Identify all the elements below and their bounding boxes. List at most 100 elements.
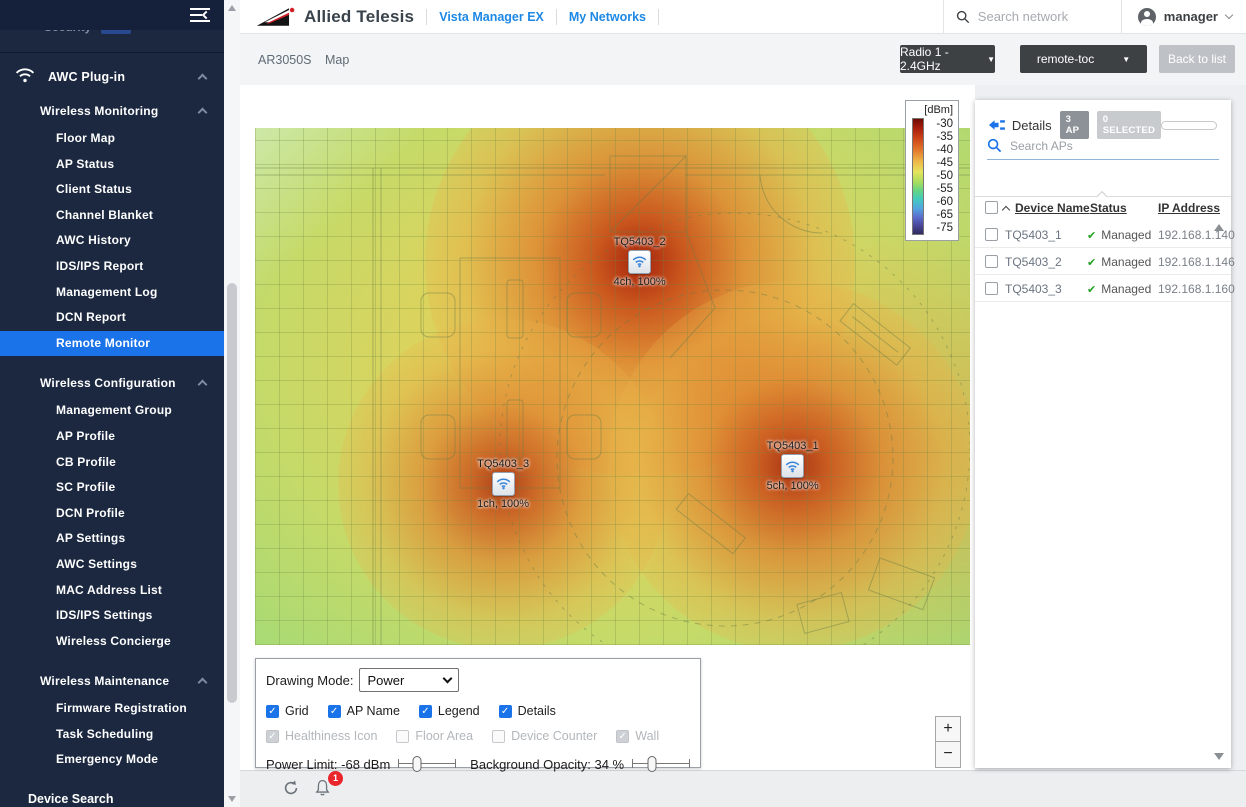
sidebar: Security AWC Plug-in Wireless Monitoring… <box>0 0 224 807</box>
background-opacity-slider[interactable] <box>632 755 690 773</box>
checkbox-box: ✓ <box>327 704 341 718</box>
sidebar-item-remote-monitor[interactable]: Remote Monitor <box>0 330 224 357</box>
row-checkbox[interactable] <box>985 228 998 241</box>
status-text: Managed <box>1101 282 1152 296</box>
sidebar-item-wireless-concierge[interactable]: Wireless Concierge <box>56 633 171 648</box>
sidebar-item-dcn-profile[interactable]: DCN Profile <box>56 505 125 520</box>
checkbox-box: ✓ <box>616 729 630 743</box>
ap-name-label: TQ5403_3 <box>477 457 530 470</box>
managed-check-icon: ✔ <box>1087 257 1097 269</box>
sidebar-item-ap-settings[interactable]: AP Settings <box>56 531 126 546</box>
sidebar-item-ids-ips-report[interactable]: IDS/IPS Report <box>56 258 144 273</box>
sidebar-collapse-icon[interactable] <box>190 8 211 22</box>
search-icon <box>956 10 969 23</box>
sidebar-item-awc-settings[interactable]: AWC Settings <box>56 556 138 571</box>
sidebar-item-awc-plugin[interactable]: AWC Plug-in <box>0 60 224 94</box>
map-dropdown[interactable]: remote-toc ▼ <box>1020 45 1147 73</box>
sidebar-item-client-status[interactable]: Client Status <box>56 182 132 197</box>
map-dropdown-value: remote-toc <box>1036 52 1095 66</box>
table-row[interactable]: TQ5403_1 ✔ Managed 192.168.1.140 <box>975 221 1235 248</box>
power-limit-slider[interactable] <box>398 755 457 773</box>
scrollbar-thumb[interactable] <box>227 283 237 703</box>
dbm-legend: [dBm] -30 -35 -40 -45 -50 -55 -60 -65 -75 <box>905 100 959 241</box>
sidebar-item-sc-profile[interactable]: SC Profile <box>56 480 116 495</box>
zoom-out-button[interactable]: − <box>935 742 961 768</box>
sidebar-item-ap-status[interactable]: AP Status <box>56 156 115 171</box>
link-vista-manager-ex[interactable]: Vista Manager EX <box>439 9 544 24</box>
heatmap[interactable]: TQ5403_2 4ch, 100% TQ5403_3 1ch, 100% TQ54… <box>255 128 970 645</box>
drawing-mode-select[interactable]: Power <box>359 668 460 692</box>
refresh-icon[interactable] <box>282 779 300 802</box>
sort-ascending-icon[interactable] <box>1001 205 1011 215</box>
sidebar-item-floor-map[interactable]: Floor Map <box>56 131 116 145</box>
sidebar-item-management-group[interactable]: Management Group <box>56 403 172 418</box>
radio-dropdown[interactable]: Radio 1 - 2.4GHz ▼ <box>900 45 995 73</box>
checkbox-grid[interactable]: ✓ Grid <box>266 704 309 718</box>
row-checkbox[interactable] <box>985 282 998 295</box>
ap-marker-tq5403-1[interactable]: TQ5403_1 5ch, 100% <box>743 440 843 492</box>
breadcrumb-device[interactable]: AR3050S <box>258 53 312 67</box>
sidebar-group-wireless-monitoring[interactable]: Wireless Monitoring <box>0 96 224 126</box>
zoom-in-button[interactable]: + <box>935 716 961 742</box>
row-checkbox[interactable] <box>985 255 998 268</box>
ap-wifi-icon[interactable] <box>781 454 805 479</box>
back-to-list-button[interactable]: Back to list <box>1159 45 1235 73</box>
sidebar-item-emergency-mode[interactable]: Emergency Mode <box>56 752 159 767</box>
sidebar-item-firmware-registration[interactable]: Firmware Registration <box>56 701 187 716</box>
select-all-checkbox[interactable] <box>985 201 998 214</box>
power-limit-slider-thumb[interactable] <box>412 756 422 772</box>
sidebar-item-awc-history[interactable]: AWC History <box>56 233 131 248</box>
selected-count-badge: 0 SELECTED <box>1096 111 1162 139</box>
sidebar-item-device-search[interactable]: Device Search <box>28 792 114 807</box>
sidebar-item-channel-blanket[interactable]: Channel Blanket <box>56 207 154 222</box>
legend-tick: -75 <box>936 222 953 234</box>
chevron-up-icon <box>197 107 208 118</box>
checkbox-box <box>492 729 506 743</box>
ip-address-cell: 192.168.1.160 <box>1158 282 1235 296</box>
search-aps-input[interactable] <box>1010 138 1190 153</box>
sidebar-item-management-log[interactable]: Management Log <box>56 284 158 299</box>
column-header-device-name[interactable]: Device Name <box>1015 201 1090 215</box>
sidebar-item-dcn-report[interactable]: DCN Report <box>56 310 126 325</box>
scroll-up-icon[interactable] <box>228 5 236 11</box>
ap-marker-tq5403-2[interactable]: TQ5403_2 4ch, 100% <box>590 236 690 288</box>
checkbox-box: ✓ <box>266 704 279 718</box>
notification-bell-icon[interactable] <box>314 779 331 802</box>
ap-wifi-icon[interactable] <box>491 471 515 496</box>
ap-marker-tq5403-3[interactable]: TQ5403_3 1ch, 100% <box>453 458 553 510</box>
sidebar-group-wireless-maintenance[interactable]: Wireless Maintenance <box>0 666 224 696</box>
legend-tick: -50 <box>936 170 953 182</box>
scroll-down-icon[interactable] <box>228 796 236 802</box>
panel-resize-pill[interactable] <box>1161 120 1217 130</box>
sidebar-item-ids-ips-settings[interactable]: IDS/IPS Settings <box>56 608 153 623</box>
checkbox-ap-name[interactable]: ✓ AP Name <box>327 704 400 718</box>
allied-telesis-logo-icon <box>256 7 295 26</box>
table-scroll-up-icon[interactable] <box>1214 224 1224 231</box>
status-text: Managed <box>1101 228 1152 242</box>
link-my-networks[interactable]: My Networks <box>568 9 646 24</box>
column-header-ip-address[interactable]: IP Address <box>1158 201 1221 215</box>
sidebar-item-cb-profile[interactable]: CB Profile <box>56 454 117 469</box>
panel-divider <box>975 196 1231 197</box>
checkbox-label: Details <box>517 704 556 718</box>
sidebar-group-wireless-configuration[interactable]: Wireless Configuration <box>0 368 224 398</box>
column-header-status[interactable]: Status <box>1090 201 1127 215</box>
sidebar-item-mac-address-list[interactable]: MAC Address List <box>56 582 163 597</box>
search-network-input[interactable] <box>977 9 1108 24</box>
drawing-mode-value: Power <box>367 672 405 688</box>
checkbox-legend[interactable]: ✓ Legend <box>418 704 480 718</box>
checkbox-box: ✓ <box>498 704 512 718</box>
checkbox-details[interactable]: ✓ Details <box>498 704 556 718</box>
details-panel-icon[interactable] <box>989 118 1005 132</box>
user-menu[interactable]: manager <box>1120 0 1246 33</box>
sidebar-item-task-scheduling[interactable]: Task Scheduling <box>56 726 154 741</box>
table-row[interactable]: TQ5403_2 ✔ Managed 192.168.1.146 <box>975 248 1235 275</box>
ap-wifi-icon[interactable] <box>628 249 652 274</box>
sidebar-item-ap-profile[interactable]: AP Profile <box>56 428 116 443</box>
status-bar: 1 <box>240 770 1246 807</box>
notification-badge: 1 <box>328 771 343 786</box>
sidebar-scrollbar[interactable] <box>224 0 240 807</box>
table-row[interactable]: TQ5403_3 ✔ Managed 192.168.1.160 <box>975 275 1235 302</box>
background-opacity-slider-thumb[interactable] <box>647 756 657 772</box>
table-scroll-down-icon[interactable] <box>1214 753 1224 760</box>
